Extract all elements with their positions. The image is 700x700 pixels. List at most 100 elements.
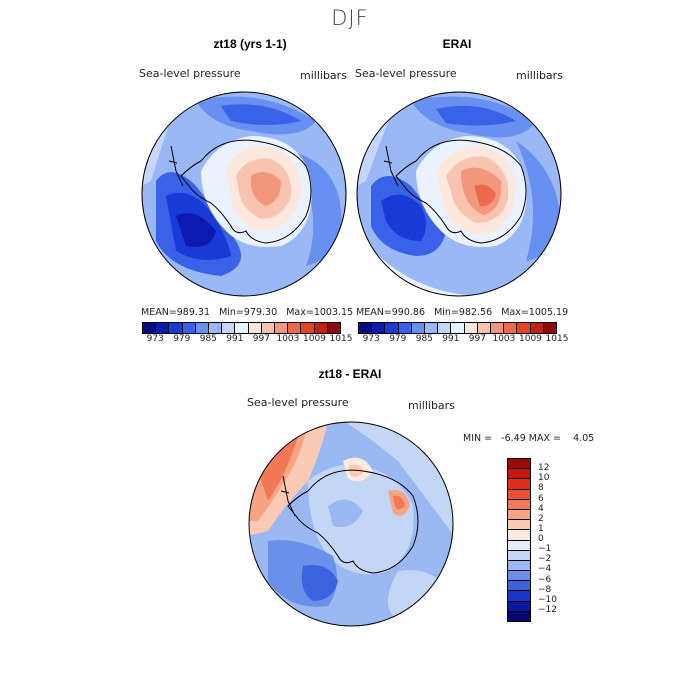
min-value: 979.30	[243, 307, 278, 318]
colorbar-ticks: 973 979 985 991 997 1003 1009 1015	[358, 334, 569, 346]
colorbar-tick-label: −8	[538, 584, 552, 595]
mean-value: 989.31	[176, 307, 211, 318]
colorbar-tick-label: 12	[538, 463, 550, 474]
colorbar-tick-label: −2	[538, 554, 552, 565]
min-value: -6.49	[501, 433, 526, 444]
colorbar-swatch	[195, 323, 210, 333]
model-panel-title: zt18 (yrs 1-1)	[213, 37, 287, 51]
colorbar-tick-label: −6	[538, 574, 552, 585]
colorbar-swatch	[385, 323, 399, 333]
obs-slp-map	[356, 91, 562, 297]
colorbar-swatch	[235, 323, 249, 333]
min-value: 982.56	[458, 307, 493, 318]
obs-stats: MEAN=990.86 Min=982.56 Max=1005.19	[356, 307, 568, 318]
colorbar-tick-label: 1003	[276, 334, 300, 344]
colorbar-swatch	[508, 469, 530, 480]
colorbar-swatch	[248, 323, 262, 333]
colorbar-tick-label: 979	[389, 334, 407, 344]
max-value: 4.05	[573, 433, 595, 444]
diff-stats: MIN = -6.49 MAX = 4.05	[463, 433, 594, 444]
colorbar-swatches	[142, 322, 341, 334]
colorbar-swatch	[314, 323, 328, 333]
colorbar-tick-label: 997	[468, 334, 486, 344]
colorbar-tick-label: 1015	[545, 334, 569, 344]
colorbar-swatch	[411, 323, 426, 333]
colorbar-tick-label: 973	[146, 334, 164, 344]
colorbar-tick-label: 1009	[519, 334, 542, 344]
model-variable-label: Sea-level pressure	[139, 67, 241, 80]
colorbar-swatch	[261, 323, 276, 333]
colorbar-swatch	[508, 459, 530, 470]
colorbar-swatch	[517, 323, 531, 333]
colorbar-tick-label: 1015	[329, 334, 353, 344]
max-label: Max=	[501, 307, 529, 318]
colorbar-swatch	[359, 323, 373, 333]
colorbar-tick-label: 1003	[492, 334, 516, 344]
colorbar-swatch	[508, 530, 530, 541]
colorbar-tick-label: 10	[538, 473, 550, 484]
mean-value: 990.86	[391, 307, 426, 318]
diff-slp-map	[248, 421, 454, 627]
min-label: Min=	[434, 307, 459, 318]
colorbar-swatch	[508, 591, 530, 602]
colorbar-tick-label: −4	[538, 564, 552, 575]
colorbar-tick-label: −12	[538, 604, 557, 615]
colorbar-swatch	[508, 601, 530, 612]
colorbar-tick-label: 4	[538, 503, 544, 514]
colorbar-swatch	[143, 323, 157, 333]
mean-label: MEAN=	[356, 307, 392, 318]
colorbar-swatches	[358, 322, 557, 334]
colorbar-swatch	[425, 323, 439, 333]
colorbar-swatch	[477, 323, 492, 333]
model-units-label: millibars	[300, 69, 347, 82]
max-value: 1003.15	[313, 307, 354, 318]
colorbar-tick-label: 8	[538, 483, 544, 494]
colorbar-tick-label: 1	[538, 523, 544, 534]
colorbar-tick-label: 1009	[303, 334, 326, 344]
obs-variable-label: Sea-level pressure	[355, 67, 457, 80]
colorbar-tick-label: 0	[538, 534, 544, 544]
colorbar-swatch	[508, 581, 530, 592]
colorbar-swatch	[327, 323, 341, 333]
colorbar-tick-label: −1	[538, 544, 552, 555]
mean-label: MEAN=	[141, 307, 177, 318]
colorbar-swatch	[222, 323, 236, 333]
colorbar-tick-label: 973	[362, 334, 380, 344]
colorbar-tick-label: 985	[415, 334, 433, 344]
colorbar-swatch	[209, 323, 223, 333]
diff-panel-title: zt18 - ERAI	[318, 367, 382, 381]
colorbar-tick-label: 6	[538, 493, 544, 504]
max-label: Max=	[286, 307, 314, 318]
colorbar-swatch	[508, 520, 530, 531]
colorbar-swatch	[508, 499, 530, 510]
colorbar-swatch	[508, 571, 530, 582]
colorbar-swatch	[451, 323, 465, 333]
colorbar-swatch	[543, 323, 557, 333]
colorbar-swatch	[372, 323, 386, 333]
colorbar-swatch	[275, 323, 289, 333]
colorbar-ticks: 973 979 985 991 997 1003 1009 1015	[142, 334, 353, 346]
model-colorbar: 973 979 985 991 997 1003 1009 1015	[142, 322, 353, 346]
colorbar-swatch	[508, 509, 530, 521]
obs-units-label: millibars	[516, 69, 563, 82]
colorbar-swatch	[508, 479, 530, 490]
colorbar-tick-label: 985	[199, 334, 217, 344]
colorbar-swatch	[288, 323, 302, 333]
colorbar-swatch	[508, 560, 530, 572]
colorbar-swatch	[464, 323, 478, 333]
min-label: Min=	[219, 307, 244, 318]
max-label: MAX =	[528, 433, 561, 444]
diff-units-label: millibars	[408, 399, 455, 412]
colorbar-swatch	[508, 550, 530, 561]
colorbar-tick-label: 991	[226, 334, 244, 344]
colorbar-swatch	[508, 489, 530, 500]
colorbar-swatch	[398, 323, 412, 333]
colorbar-swatch	[156, 323, 170, 333]
obs-colorbar: 973 979 985 991 997 1003 1009 1015	[358, 322, 569, 346]
colorbar-tick-label: −10	[538, 594, 557, 605]
colorbar-swatch	[301, 323, 315, 333]
model-stats: MEAN=989.31 Min=979.30 Max=1003.15	[141, 307, 353, 318]
max-value: 1005.19	[528, 307, 569, 318]
season-title: DJF	[331, 6, 369, 30]
obs-panel-title: ERAI	[442, 37, 472, 51]
